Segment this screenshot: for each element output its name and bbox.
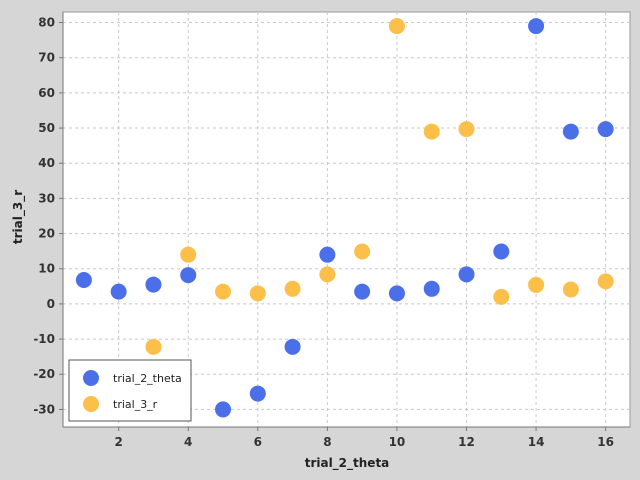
data-point-trial-2-theta xyxy=(528,18,545,35)
legend-label-trial-2-theta: trial_2_theta xyxy=(113,372,182,385)
y-tick-label: 20 xyxy=(38,227,55,241)
data-point-trial-3-r xyxy=(249,285,266,302)
x-tick-label: 2 xyxy=(114,435,122,449)
data-point-trial-2-theta xyxy=(388,285,405,302)
plot-area xyxy=(62,11,631,428)
x-axis-title: trial_2_theta xyxy=(305,456,390,471)
y-tick-label: 80 xyxy=(38,16,55,30)
data-point-trial-2-theta xyxy=(319,246,336,263)
data-point-trial-3-r xyxy=(215,283,232,300)
data-point-trial-2-theta xyxy=(249,385,266,402)
y-tick-label: -20 xyxy=(33,367,55,381)
data-point-trial-2-theta xyxy=(354,283,371,300)
x-tick-label: 16 xyxy=(597,435,614,449)
y-tick-label: 50 xyxy=(38,121,55,135)
x-tick-label: 4 xyxy=(184,435,192,449)
data-point-trial-3-r xyxy=(284,280,301,297)
data-point-trial-2-theta xyxy=(597,121,614,138)
y-tick-label: 70 xyxy=(38,51,55,65)
data-point-trial-2-theta xyxy=(215,401,232,418)
data-point-trial-3-r xyxy=(493,288,510,305)
y-tick-label: 30 xyxy=(38,191,55,205)
legend-label-trial-3-r: trial_3_r xyxy=(113,398,158,411)
data-point-trial-3-r xyxy=(597,273,614,290)
data-point-trial-3-r xyxy=(388,18,405,35)
data-point-trial-2-theta xyxy=(423,280,440,297)
legend-marker-trial-2-theta xyxy=(83,370,99,386)
data-point-trial-3-r xyxy=(562,281,579,298)
x-tick-labels: 2 4 6 8 10 12 14 16 xyxy=(114,427,614,449)
x-tick-label: 14 xyxy=(528,435,545,449)
data-point-trial-3-r xyxy=(354,243,371,260)
axes xyxy=(62,12,630,428)
data-point-trial-3-r xyxy=(145,338,162,355)
y-tick-labels: -30 -20 -10 0 10 20 30 40 50 60 70 80 xyxy=(33,16,63,416)
grid-lines xyxy=(63,12,630,427)
data-point-trial-2-theta xyxy=(493,243,510,260)
data-points xyxy=(75,18,614,418)
y-tick-label: 40 xyxy=(38,156,55,170)
data-point-trial-3-r xyxy=(458,121,475,138)
data-point-trial-3-r xyxy=(528,276,545,293)
x-tick-label: 8 xyxy=(323,435,331,449)
y-tick-label: -30 xyxy=(33,402,55,416)
x-tick-label: 12 xyxy=(458,435,475,449)
data-point-trial-2-theta xyxy=(145,276,162,293)
legend: trial_2_theta trial_3_r xyxy=(68,359,192,422)
x-tick-label: 10 xyxy=(389,435,406,449)
y-tick-label: 0 xyxy=(47,297,55,311)
data-point-trial-2-theta xyxy=(458,266,475,283)
data-point-trial-2-theta xyxy=(110,283,127,300)
data-point-trial-3-r xyxy=(319,266,336,283)
legend-box xyxy=(68,359,192,422)
y-tick-label: 60 xyxy=(38,86,55,100)
data-point-trial-2-theta xyxy=(284,338,301,355)
data-point-trial-2-theta xyxy=(562,123,579,140)
x-tick-label: 6 xyxy=(254,435,262,449)
data-point-trial-3-r xyxy=(180,246,197,263)
legend-marker-trial-3-r xyxy=(83,396,99,412)
data-point-trial-2-theta xyxy=(75,271,92,288)
data-point-trial-2-theta xyxy=(180,267,197,284)
data-point-trial-3-r xyxy=(423,123,440,140)
y-tick-label: 10 xyxy=(38,262,55,276)
y-tick-label: -10 xyxy=(33,332,55,346)
y-axis-title: trial_3_r xyxy=(11,190,26,244)
